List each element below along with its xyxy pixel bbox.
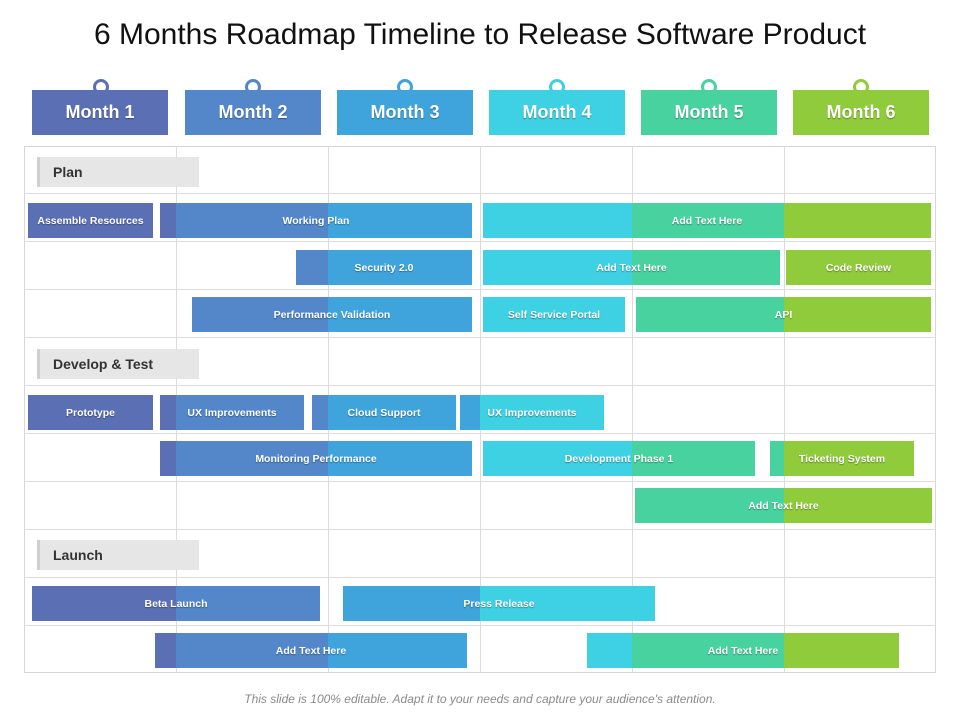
grid-column-divider	[784, 146, 785, 673]
grid-row-divider	[24, 385, 936, 386]
task-bar-working-plan: Working Plan	[160, 203, 472, 238]
grid-row-divider	[24, 625, 936, 626]
task-bar-cloud-support: Cloud Support	[312, 395, 456, 430]
month-1-header: Month 1	[32, 90, 168, 135]
grid-row-divider	[24, 289, 936, 290]
task-bar-assemble-resources: Assemble Resources	[28, 203, 153, 238]
task-bar-security: Security 2.0	[296, 250, 472, 285]
task-bar-add-text-3: Add Text Here	[635, 488, 932, 523]
grid-row-divider	[24, 577, 936, 578]
task-bar-api: API	[636, 297, 931, 332]
task-bar-ux-improvements-2: UX Improvements	[460, 395, 604, 430]
grid-row-divider	[24, 337, 936, 338]
section-develop-test-label: Develop & Test	[37, 349, 199, 379]
task-bar-performance-validation: Performance Validation	[192, 297, 472, 332]
footer-note: This slide is 100% editable. Adapt it to…	[244, 692, 716, 706]
grid-column-divider	[632, 146, 633, 673]
task-bar-beta-launch: Beta Launch	[32, 586, 320, 621]
task-bar-ux-improvements-1: UX Improvements	[160, 395, 304, 430]
month-2-header: Month 2	[185, 90, 321, 135]
task-bar-prototype: Prototype	[28, 395, 153, 430]
task-bar-code-review: Code Review	[786, 250, 931, 285]
grid-row-divider	[24, 433, 936, 434]
task-bar-ticketing-system: Ticketing System	[770, 441, 914, 476]
task-bar-self-service-portal: Self Service Portal	[483, 297, 625, 332]
month-5-header: Month 5	[641, 90, 777, 135]
page-title: 6 Months Roadmap Timeline to Release Sof…	[93, 18, 867, 51]
task-bar-add-text-4: Add Text Here	[155, 633, 467, 668]
task-bar-add-text-1: Add Text Here	[483, 203, 931, 238]
month-6-header: Month 6	[793, 90, 929, 135]
grid-row-divider	[24, 529, 936, 530]
task-bar-press-release: Press Release	[343, 586, 655, 621]
task-bar-add-text-5: Add Text Here	[587, 633, 899, 668]
grid-row-divider	[24, 481, 936, 482]
grid-row-divider	[24, 241, 936, 242]
month-4-header: Month 4	[489, 90, 625, 135]
section-launch-label: Launch	[37, 540, 199, 570]
grid-row-divider	[24, 193, 936, 194]
task-bar-monitoring-performance: Monitoring Performance	[160, 441, 472, 476]
task-bar-development-phase: Development Phase 1	[483, 441, 755, 476]
month-3-header: Month 3	[337, 90, 473, 135]
task-bar-add-text-2: Add Text Here	[483, 250, 780, 285]
section-plan-label: Plan	[37, 157, 199, 187]
